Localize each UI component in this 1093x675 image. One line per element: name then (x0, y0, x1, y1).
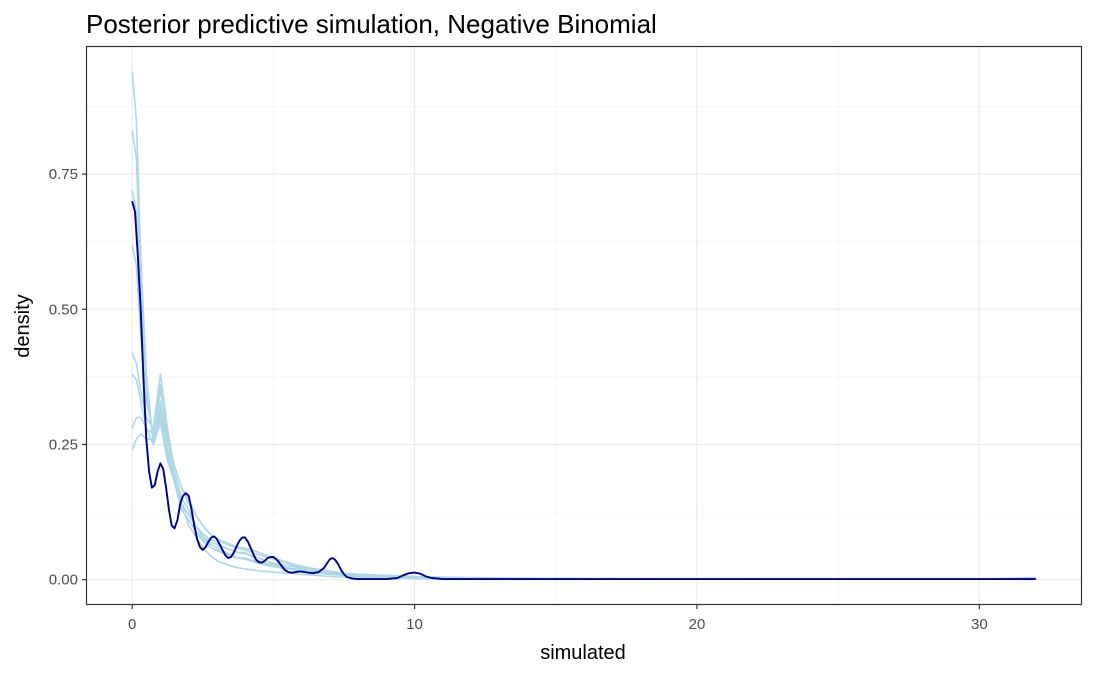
y-tick-label: 0.00 (49, 572, 78, 589)
y-axis-title: density (12, 294, 34, 357)
y-tick-label: 0.75 (49, 166, 78, 183)
observed-density-line (131, 200, 1036, 581)
axes: 0 10 20 30 0.00 0.25 0.50 0.75 (49, 166, 988, 633)
plot-panel-border (85, 45, 1083, 606)
y-tick-label: 0.25 (49, 436, 78, 453)
x-tick-label: 10 (406, 616, 423, 633)
simulated-series-line-5 (131, 244, 1036, 580)
x-tick-label: 30 (971, 616, 988, 633)
gridlines (87, 47, 1081, 604)
x-axis-title: simulated (540, 642, 626, 664)
y-tick-label: 0.50 (49, 301, 78, 318)
observed-series-line (131, 200, 1036, 581)
simulated-series-line-4 (131, 389, 1036, 580)
chart-title: Posterior predictive simulation, Negativ… (86, 9, 657, 39)
x-tick-label: 0 (128, 616, 136, 633)
simulated-series-line-1 (131, 71, 1036, 580)
x-tick-label: 20 (689, 616, 706, 633)
simulated-density-lines (131, 71, 1036, 580)
simulated-series-line-8 (131, 190, 1036, 580)
simulated-series-line-2 (131, 352, 1036, 580)
simulated-series-line-7 (131, 373, 1036, 580)
simulated-series-line-6 (131, 405, 1036, 580)
